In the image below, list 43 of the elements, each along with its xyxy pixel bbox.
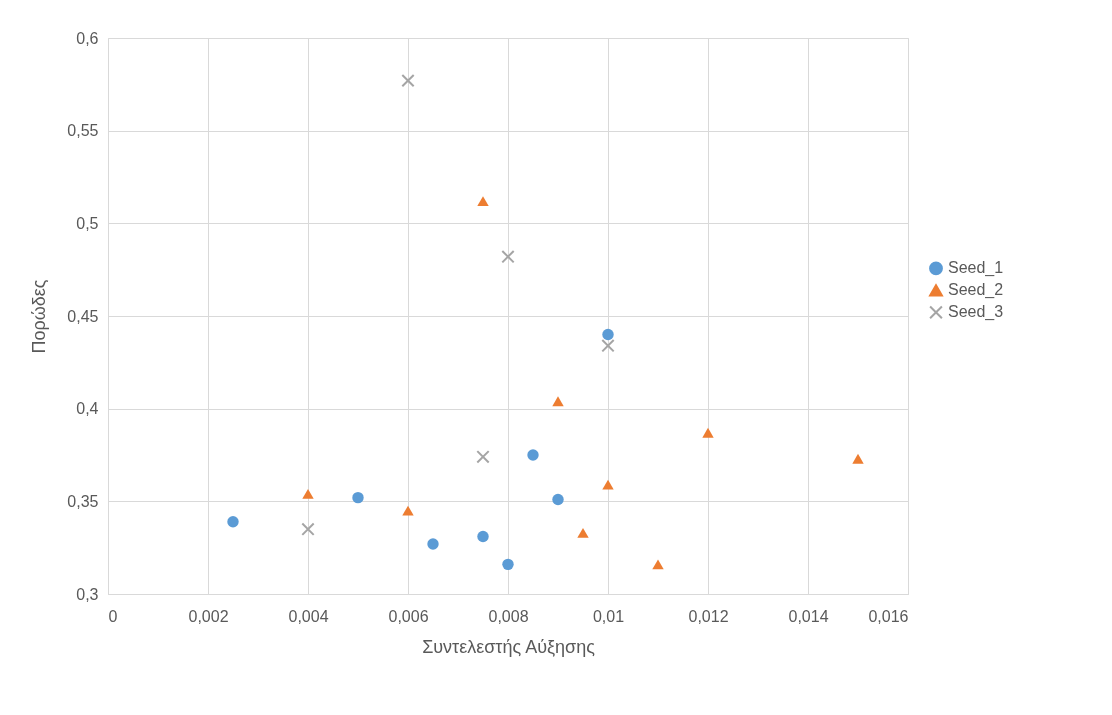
x-axis-title: Συντελεστής Αύξησης [422,636,596,657]
point [552,493,564,506]
point [552,396,564,407]
y-tick-label: 0,3 [76,585,99,603]
point [502,558,514,571]
y-tick-label: 0,5 [76,214,99,232]
x-tick-label: 0,016 [868,607,909,625]
point [476,450,490,464]
point [602,328,614,341]
point [501,249,515,264]
x-tick-label: 0,014 [788,607,829,625]
point [577,527,589,538]
y-tick-label: 0,6 [76,29,99,47]
point [652,559,664,570]
point [301,522,315,536]
point [852,453,864,464]
point [302,488,314,499]
y-tick-label: 0,55 [67,122,99,140]
legend-label: Seed_1 [948,259,1004,278]
x-tick-label: 0 [108,607,118,625]
point [702,427,714,438]
x-tick-label: 0,004 [288,607,329,625]
x-tick-label: 0,012 [688,607,729,625]
legend-label: Seed_3 [948,303,1004,322]
y-axis-title: Πορώδες [29,279,50,354]
x-tick-label: 0,01 [592,607,625,625]
point [352,491,364,504]
x-tick-label: 0,008 [488,607,529,625]
legend-label: Seed_2 [948,281,1004,300]
y-tick-label: 0,45 [67,307,99,325]
point [477,530,489,543]
point [601,338,615,353]
point [402,505,414,516]
point [427,538,439,550]
point [602,479,614,490]
point [401,73,415,88]
point [227,516,239,528]
x-tick-label: 0,002 [188,607,229,625]
y-tick-label: 0,35 [67,492,99,510]
x-tick-label: 0,006 [388,607,429,625]
point [527,449,539,461]
point [477,196,489,207]
y-tick-label: 0,4 [76,400,99,418]
